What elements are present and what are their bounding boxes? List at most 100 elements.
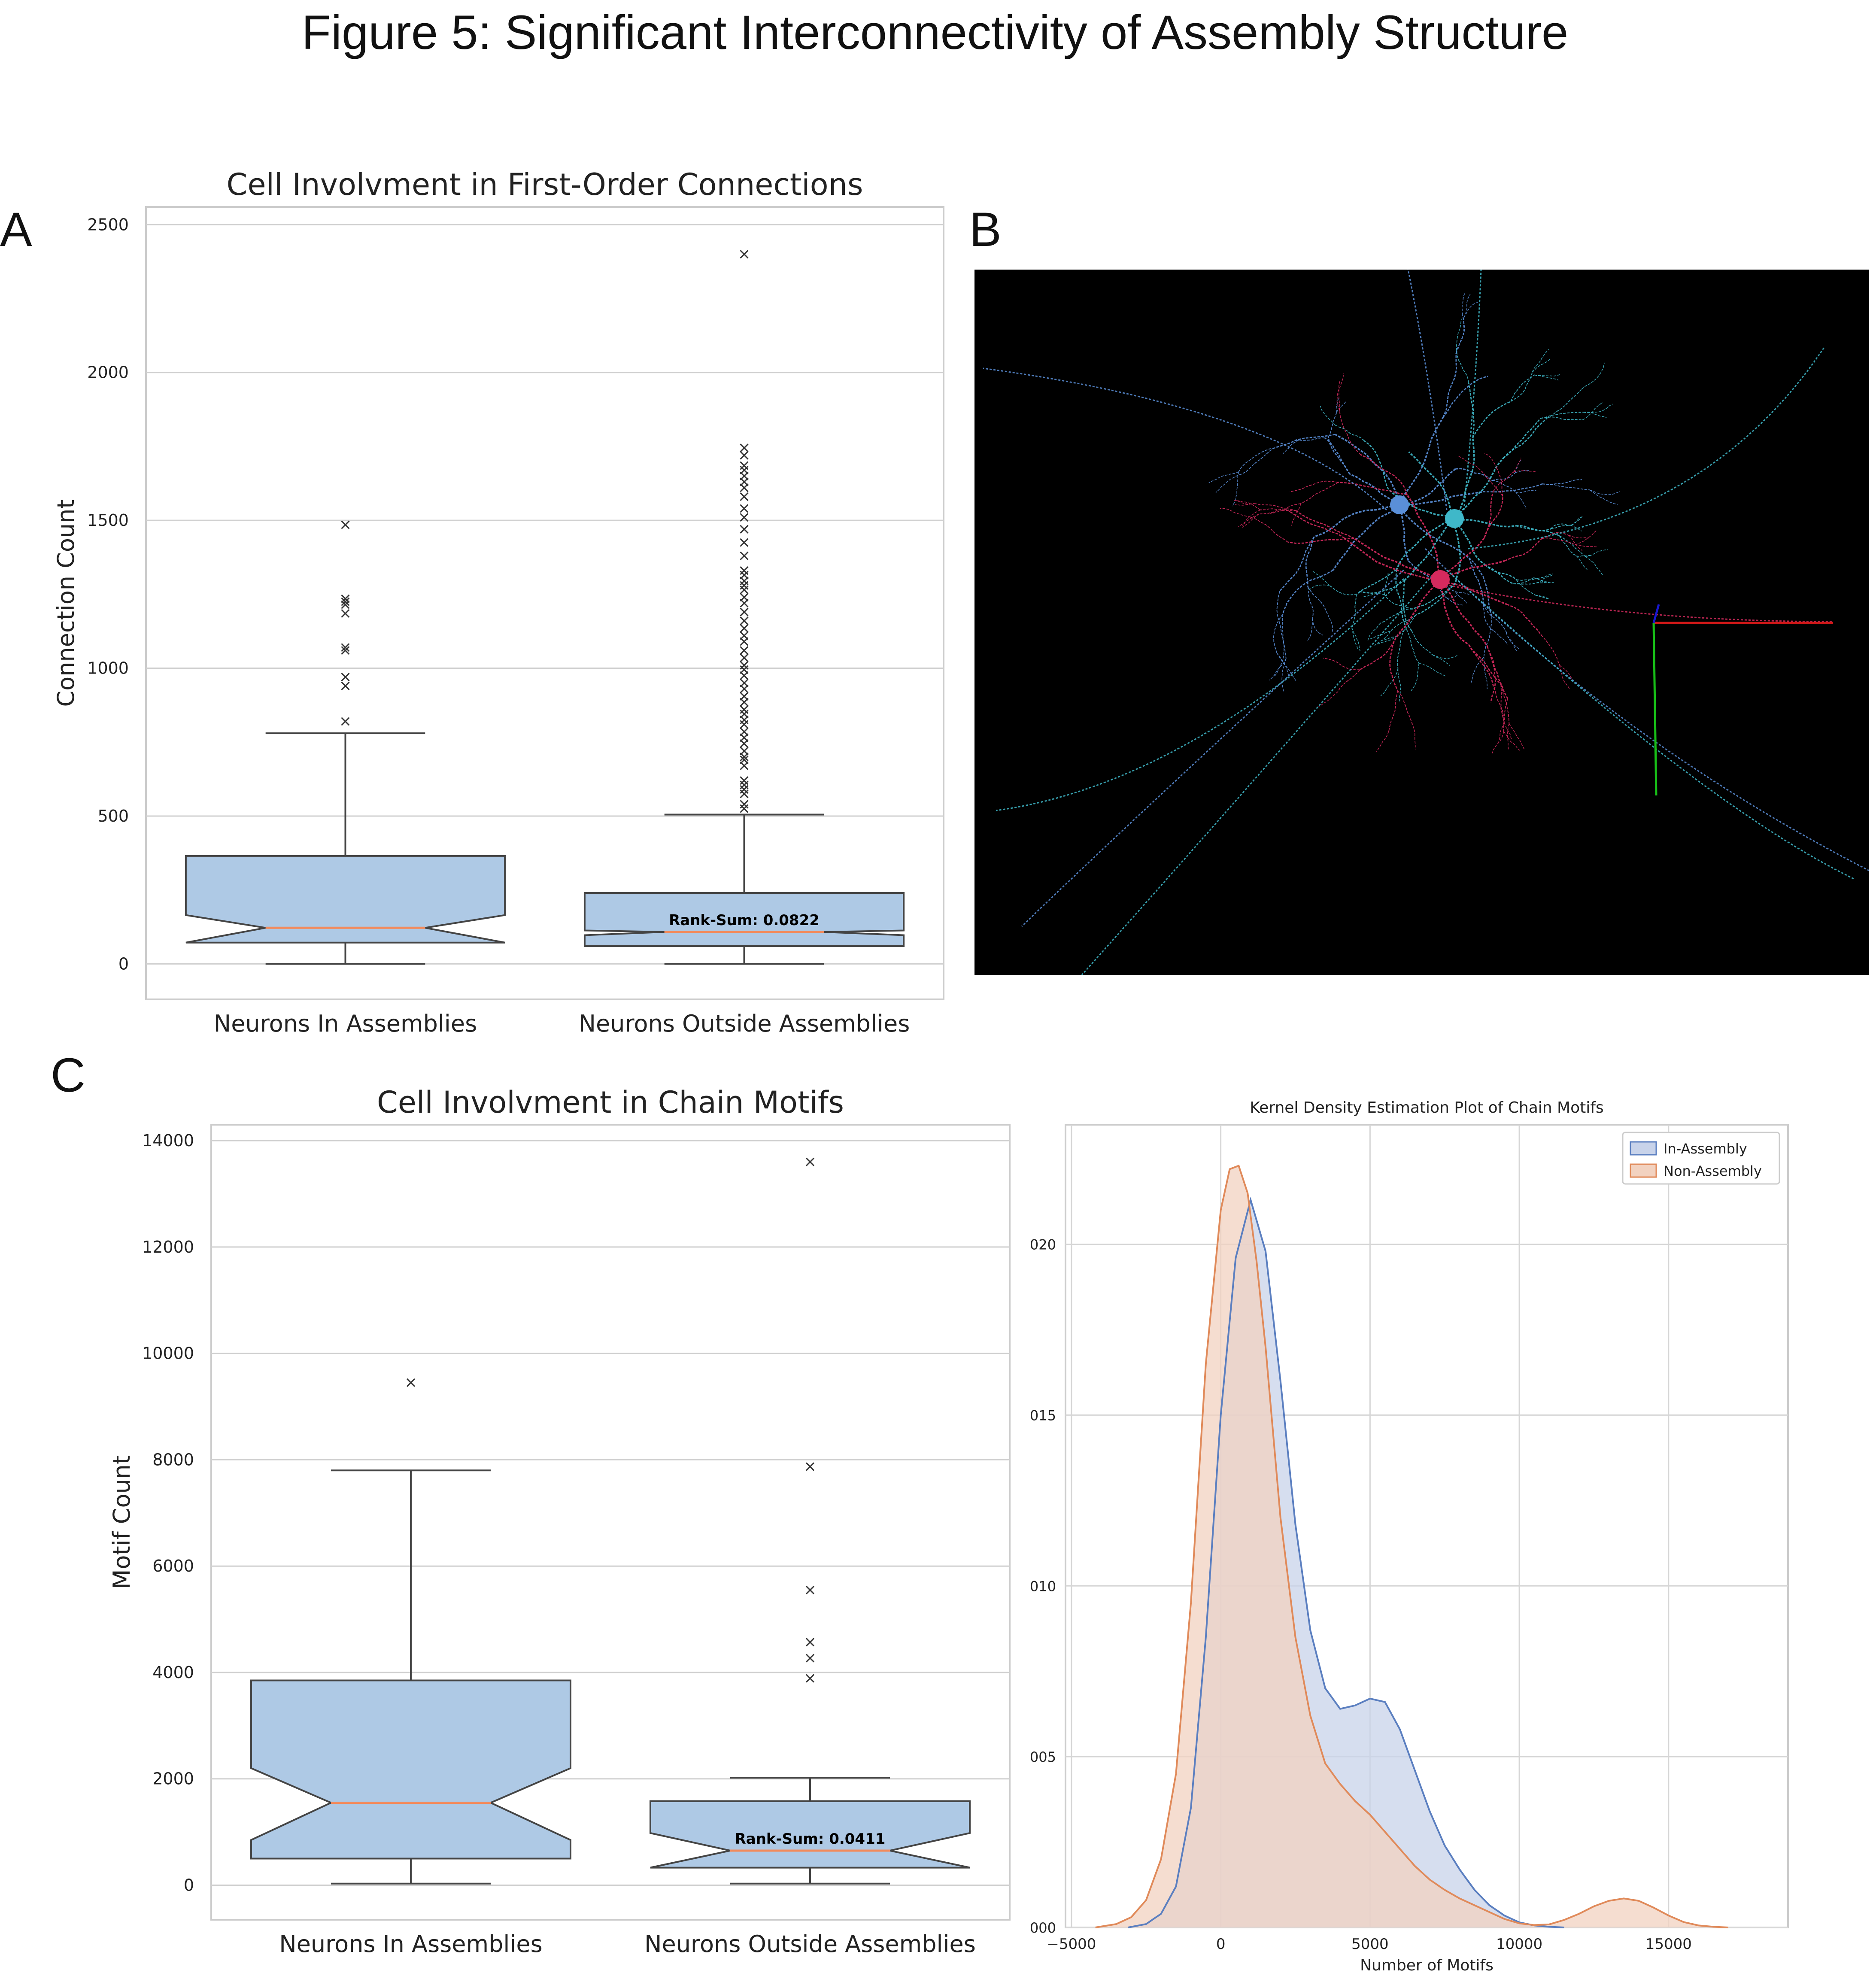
dendrite-branch [1507,723,1510,750]
outlier-marker [740,804,749,813]
outlier-marker [740,443,749,452]
dendrite-branch [1571,516,1582,525]
dendrite-branch [1559,665,1570,690]
outlier-marker [740,551,749,560]
outlier-marker [341,673,350,682]
y-tick-label: 2000 [152,1769,194,1788]
dendrite-branch [1480,470,1503,497]
neuron-soma [1445,509,1464,528]
dendrite-branch [1535,595,1548,599]
dendrite-branch [1433,654,1457,659]
dendrite-branch [1370,631,1390,639]
outlier-marker [740,761,749,770]
outlier-marker [740,789,749,798]
dendrite-branch [1581,362,1605,389]
dendrite-branch [1532,349,1549,373]
dendrite-branch [1339,410,1361,455]
dendrite-branch [1483,657,1488,689]
dendrite-branch [1397,690,1414,726]
y-tick-label: 015 [1030,1407,1056,1423]
dendrite-branch [1440,579,1507,605]
dendrite-branch [1516,525,1551,531]
outlier-marker [740,607,749,616]
y-tick-label: 005 [1030,1749,1056,1765]
dendrite-branch [1359,637,1396,671]
dendrite-branch [1388,489,1455,519]
axon-projection [1424,548,1869,871]
dendrite-branch [1404,518,1455,581]
dendrite-branch [1389,637,1398,691]
dendrite-branch [1484,564,1517,580]
dendrite-branch [1513,458,1521,472]
outlier-marker [805,1585,815,1595]
dendrite-branch [1327,437,1351,475]
dendrite-branch [1276,653,1297,682]
dendrite-branch [1269,503,1301,514]
axon-projection [1021,569,1405,927]
y-tick-label: 1500 [87,511,129,530]
dendrite-branch [1439,537,1485,580]
dendrite-branch [1439,579,1469,646]
dendrite-branch [1590,489,1620,495]
axis-z-gizmo [1652,604,1660,623]
y-tick-label: 12000 [142,1238,194,1257]
dendrite-branch [1335,434,1400,505]
dendrite-branch [1439,579,1488,647]
y-axis-label: Motif Count [108,1455,135,1589]
dendrite-branch [1338,380,1341,411]
outlier-marker [341,717,350,726]
dendrite-branch [1327,614,1333,633]
dendrite-branch [1399,468,1456,506]
dendrite-branch [1376,731,1389,752]
y-tick-label: 0 [118,954,129,973]
dendrite-branch [1388,690,1398,731]
dendrite-branch [1396,518,1455,570]
dendrite-branch [1456,319,1462,346]
x-tick-label: −5000 [1047,1936,1096,1953]
dendrite-branch [1551,525,1572,529]
dendrite-branch [1576,555,1588,570]
legend-box [1622,1132,1780,1185]
y-axis-label: Connection Count [52,499,79,707]
dendrite-branch [1503,418,1548,459]
axis-y-gizmo [1652,622,1658,796]
dendrite-branch [1454,518,1461,583]
dendrite-branch [1399,504,1409,561]
x-tick-label: 0 [1216,1936,1226,1953]
axon-projection [1463,270,1482,510]
dendrite-branch [1500,684,1510,724]
dendrite-branch [1329,585,1357,595]
dendrite-branch [1283,570,1333,611]
dendrite-branch [1259,508,1296,515]
dendrite-branch [1468,644,1502,685]
dendrite-branch [1238,447,1275,472]
dendrite-branch [1470,656,1484,683]
dendrite-branch [1395,569,1406,626]
axon-projection [1407,270,1448,510]
dendrite-branch [1308,584,1330,591]
dendrite-branch [1571,516,1583,525]
dendrite-branch [1269,658,1287,680]
dendrite-branch [1484,491,1494,538]
dendrite-branch [1242,510,1261,526]
chart-title: Cell Involvment in First-Order Connectio… [227,167,863,202]
y-tick-label: 4000 [152,1663,194,1682]
dendrite-branch [1382,635,1398,641]
outlier-marker [740,739,749,748]
dendrite-branch [1483,483,1543,493]
dendrite-branch [1415,583,1456,616]
outlier-marker [341,520,350,529]
dendrite-branch [1537,574,1553,579]
dendrite-branch [1533,577,1545,583]
dendrite-branch [1515,490,1536,493]
dendrite-branch [1412,583,1456,610]
dendrite-branch [1276,653,1289,676]
dendrite-branch [1363,440,1389,490]
panel-label-b: B [969,203,1002,256]
dendrite-branch [1374,631,1391,646]
dendrite-branch [1506,604,1542,635]
dendrite-branch [1399,491,1483,506]
dendrite-branch [1513,583,1536,585]
dendrite-branch [1542,537,1576,545]
